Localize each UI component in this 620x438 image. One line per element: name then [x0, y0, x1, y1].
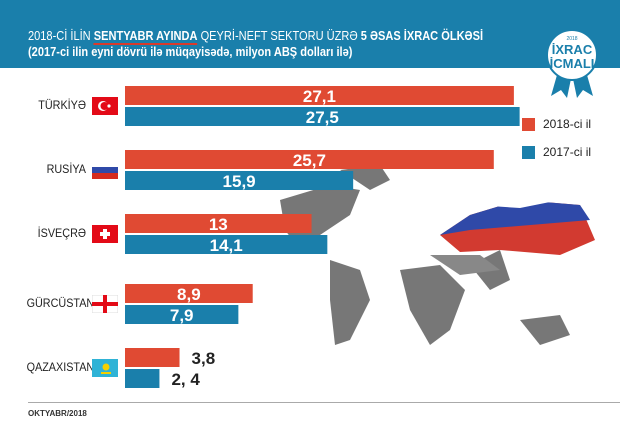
bar-2018 — [125, 86, 514, 105]
bar-2018 — [125, 150, 494, 169]
legend-item-2017: 2017-ci il — [522, 145, 591, 159]
flag-icon — [92, 97, 118, 115]
bar-2017 — [125, 107, 520, 126]
bar-2018 — [125, 284, 253, 303]
legend-swatch — [522, 145, 535, 159]
flag-icon — [92, 295, 118, 313]
footer-date: OKTYABR/2018 — [28, 409, 87, 418]
bar-2018 — [125, 214, 312, 233]
badge-line2: İCMALI — [550, 56, 595, 71]
data-label: 25,7 — [293, 151, 326, 170]
bar-2017 — [125, 235, 328, 254]
legend-label: 2018-ci il — [543, 117, 592, 131]
header-banner: 2018-Cİ İLİN SENTYABR AYINDA QEYRİ-NEFT … — [0, 0, 620, 68]
category-label: GÜRCÜSTAN — [26, 296, 95, 310]
title-part: QEYRİ-NEFT SEKTORU ÜZRƏ — [197, 28, 361, 43]
data-label: 13 — [209, 215, 228, 234]
flag-icon — [92, 161, 118, 179]
bar-2017 — [125, 369, 160, 388]
ixrac-icmali-badge: 2018 İXRAC İCMALI — [546, 29, 598, 98]
legend-item-2018: 2018-ci il — [522, 117, 591, 131]
badge-year: 2018 — [566, 36, 577, 42]
flag-icon — [92, 359, 118, 377]
category-label: İSVEÇRƏ — [37, 226, 86, 240]
category-label: QAZAXISTAN — [26, 360, 95, 374]
subtitle: (2017-ci ilin eyni dövrü ilə müqayisədə,… — [28, 44, 353, 59]
russia-highlight — [440, 195, 595, 255]
world-map — [280, 165, 570, 345]
data-label: 14,1 — [210, 236, 243, 255]
legend-label: 2017-ci il — [543, 145, 592, 159]
bar-2017 — [125, 171, 354, 190]
bar-2018 — [125, 348, 180, 367]
title: 2018-Cİ İLİN SENTYABR AYINDA QEYRİ-NEFT … — [28, 28, 484, 45]
legend-swatch — [522, 117, 535, 131]
data-label: 8,9 — [177, 285, 201, 304]
title-highlight: SENTYABR AYINDA — [93, 28, 198, 45]
bar-2017 — [125, 305, 239, 324]
data-label: 15,9 — [223, 172, 256, 191]
data-label: 7,9 — [170, 306, 194, 325]
title-part: 2018-Cİ İLİN — [28, 28, 94, 43]
data-label: 2, 4 — [171, 370, 200, 389]
title-highlight: 5 ƏSAS İXRAC ÖLKƏSİ — [360, 28, 484, 43]
data-label: 27,5 — [306, 108, 339, 127]
badge-line1: İXRAC — [552, 42, 593, 57]
legend: 2018-ci il 2017-ci il — [522, 117, 591, 173]
data-label: 27,1 — [303, 87, 336, 106]
flag-icon — [92, 225, 118, 243]
footer-divider — [28, 402, 620, 403]
data-label: 3,8 — [192, 349, 216, 368]
category-label: RUSİYA — [46, 162, 86, 176]
category-label: TÜRKİYƏ — [38, 98, 86, 112]
